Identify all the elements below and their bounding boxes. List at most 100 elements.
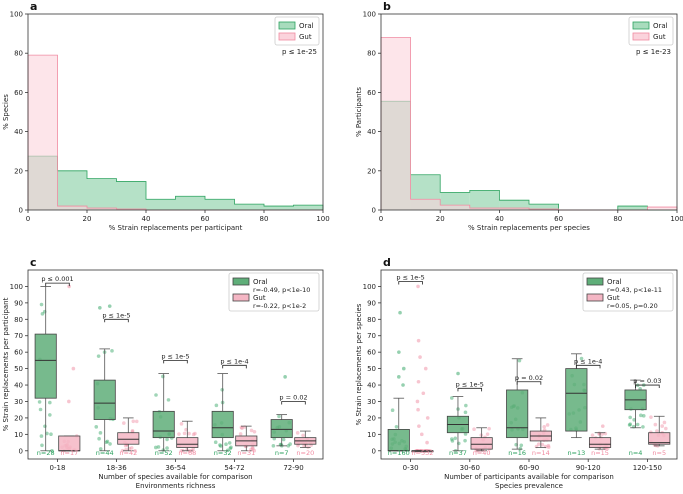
data-point [306,445,310,449]
y-tick-label: 90 [14,299,23,307]
legend [582,272,674,312]
hist-bar-gut [440,205,470,210]
n-label: n=20 [296,449,314,457]
y-tick-label: 50 [367,365,376,373]
data-point [227,441,232,445]
data-point [177,432,181,436]
outlier-point [71,366,76,371]
y-tick-label: 40 [14,382,23,390]
data-point [165,446,169,450]
legend-swatch [632,32,650,41]
y-tick-label: 50 [14,365,23,373]
x-tick-label: 18-36 [106,464,127,472]
y-tick-label: 60 [14,89,23,97]
x-tick-label: 0-30 [403,464,419,472]
box-gut [470,437,493,450]
hist-bar-oral [499,200,529,210]
panel-c: n=28 n=44 n=52 n=32 n=7 n=17 n=42 n=68 n=31 n=20 p… [2,256,324,490]
n-label: n=52 [155,449,173,457]
hist-bar-gut [87,208,117,210]
significance-label: p ≤ 0.001 [41,275,73,283]
n-label: n=16 [508,449,526,457]
n-label: n=37 [449,449,467,457]
p-value-annotation: p ≤ 1e-23 [636,48,671,56]
hist-bar-oral [87,178,117,210]
x-tick-label: 90-120 [576,464,601,472]
data-point [154,393,158,397]
y-tick-label: 60 [367,349,376,357]
n-label: n=42 [119,449,137,457]
outlier-point [397,375,401,379]
box-gut [588,437,612,448]
legend-swatch [278,32,296,41]
data-point [662,420,667,425]
data-point [450,439,455,443]
y-tick-label: 100 [363,11,376,19]
hist-bar-gut [529,209,559,210]
data-point [166,398,171,402]
data-point [628,415,632,420]
data-point [655,429,659,433]
outlier-point [98,306,102,310]
hist-bar-oral [205,199,235,210]
y-tick-label: 70 [367,332,376,340]
panel-label: a [30,0,37,13]
x-tick-label: 54-72 [224,464,244,472]
data-point [179,448,184,453]
hist-bar-oral [617,206,648,210]
n-label: n=14 [532,449,550,457]
significance-bracket [104,318,129,323]
legend-swatch [232,293,250,302]
data-point [122,421,126,425]
data-point [187,431,191,436]
outlier-point [416,284,420,289]
y-tick-label: 60 [367,89,376,97]
data-point [50,448,54,453]
data-point [449,396,454,400]
hist-outline-oral [27,155,324,210]
legend-stat: r=-0.49, p<1e-10 [253,286,310,294]
data-point [110,349,114,353]
hist-bar-oral [293,205,323,210]
data-point [43,424,47,429]
data-point [639,413,643,418]
significance-bracket [516,381,542,385]
outlier-point [456,371,460,376]
legend-label: Gut [253,294,266,302]
significance-label: p ≤ 1e-5 [102,311,130,319]
hist-bar-gut [116,209,146,210]
legend-label: Oral [299,22,314,30]
legend [228,272,320,312]
legend-stat: r=0.43, p<1e-11 [607,286,662,294]
hist-bar-gut [647,207,677,210]
outlier-point [416,379,421,384]
box-oral [270,419,293,439]
data-point [193,431,197,436]
data-point [213,440,218,445]
data-point [281,437,286,442]
data-point [39,434,44,438]
data-point [214,403,219,408]
data-point [542,424,547,429]
data-point [218,443,222,447]
x-tick-label: 120-150 [633,464,662,472]
box-oral [152,410,175,439]
y-tick-label: 30 [14,398,23,406]
y-tick-label: 0 [19,447,23,455]
y-tick-label: 0 [372,447,376,455]
y-tick-label: 100 [10,11,23,19]
data-point [250,445,255,450]
significance-bracket [281,401,306,405]
data-point [48,413,52,417]
data-point [632,418,636,422]
box-gut [117,432,140,445]
hist-bar-oral [57,170,87,210]
hist-bar-oral [234,204,264,210]
outlier-point [401,383,405,387]
panel-label: b [383,0,391,13]
data-point [120,448,125,453]
data-point [517,358,522,363]
legend-label: Oral [653,22,668,30]
data-point [536,442,541,446]
